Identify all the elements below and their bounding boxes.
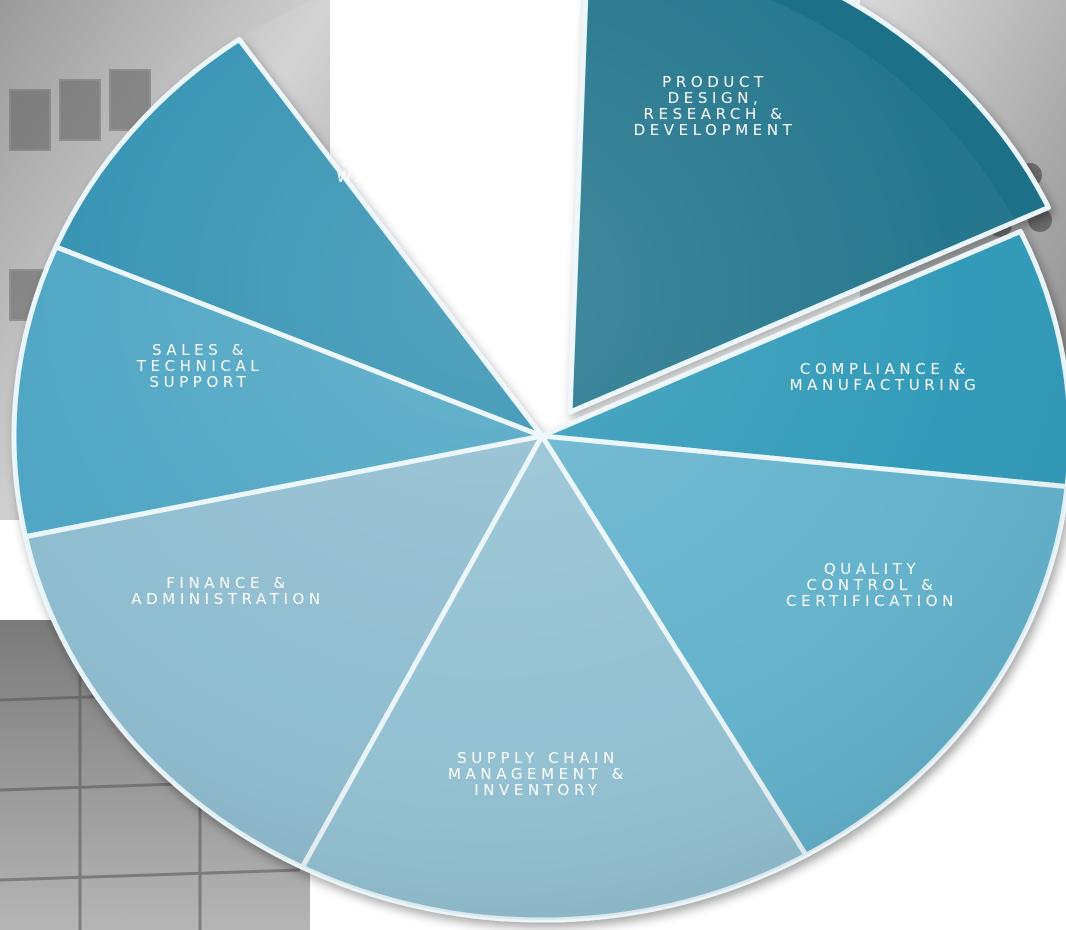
- segment-label-finance: FINANCE & ADMINISTRATION: [131, 574, 324, 608]
- segment-label-line: WARRANTY: [336, 168, 457, 186]
- segment-label-supply-chain: SUPPLY CHAIN MANAGEMENT & INVENTORY: [448, 749, 628, 799]
- segment-label-line: MANAGEMENT &: [448, 765, 628, 783]
- segment-label-line: MANUFACTURING: [790, 376, 981, 394]
- segment-label-line: FINANCE &: [166, 574, 290, 592]
- segment-label-line: CERTIFICATION: [786, 592, 958, 610]
- segment-label-line: POST SALE: [335, 136, 459, 154]
- segment-label-line: PRODUCT: [662, 73, 768, 91]
- segment-label-line: SUPPORT: [149, 373, 250, 391]
- segment-label-line: QUALITY: [824, 560, 920, 578]
- segment-label-line: DEVELOPMENT: [634, 121, 797, 139]
- segment-label-line: RESEARCH &: [643, 105, 786, 123]
- segment-label-line: COMPLIANCE &: [800, 360, 970, 378]
- segment-label-line: DESIGN,: [668, 89, 763, 107]
- segment-labels: PRODUCT DESIGN, RESEARCH & DEVELOPMENT COMPL…: [131, 73, 981, 799]
- segment-label-sales: SALES & TECHNICAL SUPPORT: [136, 341, 264, 391]
- segment-label-compliance: COMPLIANCE & MANUFACTURING: [790, 360, 981, 394]
- segment-label-product-design: PRODUCT DESIGN, RESEARCH & DEVELOPMENT: [634, 73, 797, 139]
- segment-label-line: SUPPLY CHAIN: [457, 749, 619, 767]
- segment-label-line: ADMINISTRATION: [131, 590, 324, 608]
- segment-label-line: TECHNICAL: [136, 357, 264, 375]
- segment-label-quality: QUALITY CONTROL & CERTIFICATION: [786, 560, 958, 610]
- segment-label-line: CONTROL &: [806, 576, 937, 594]
- segment-label-line: SALES &: [152, 341, 248, 359]
- segment-label-line: AUDITS &: [342, 152, 451, 170]
- segment-label-post-sale: POST SALE AUDITS & WARRANTY: [335, 136, 459, 186]
- segment-label-line: INVENTORY: [474, 781, 602, 799]
